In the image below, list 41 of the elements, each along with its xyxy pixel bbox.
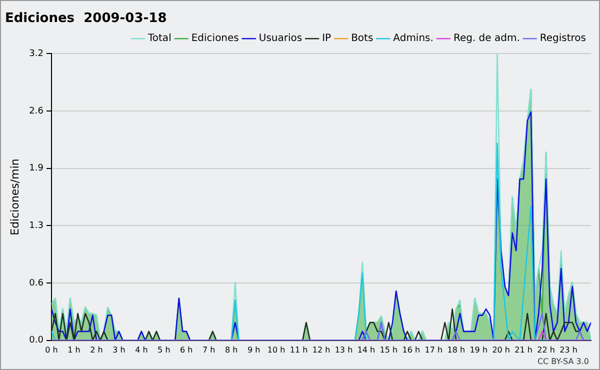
legend-label: Total (146, 33, 172, 44)
x-tick-label: 21 h (514, 345, 532, 354)
x-tick-label: 14 h (357, 345, 376, 354)
legend-label: Reg. de adm. (453, 33, 520, 44)
x-tick-label: 12 h (312, 345, 330, 354)
x-tick-label: 8 h (224, 345, 238, 354)
x-tick-label: 5 h (158, 345, 170, 354)
x-tick-label: 17 h (424, 345, 443, 354)
x-tick-label: 0 h (45, 345, 58, 354)
x-tick-label: 13 h (334, 345, 353, 354)
y-tick-label: 2.6 (29, 106, 44, 116)
y-tick-label: 1.9 (29, 164, 44, 174)
y-tick-label: 0.0 (29, 336, 44, 346)
x-tick-label: 10 h (267, 345, 286, 354)
x-tick-label: 20 h (492, 345, 510, 354)
y-tick-label: 0.6 (29, 278, 44, 288)
legend-label: Bots (351, 33, 374, 44)
y-axis-title: Ediciones/min (8, 158, 22, 236)
x-tick-label: 11 h (290, 345, 308, 354)
x-tick-label: 6 h (180, 345, 193, 354)
x-tick-label: 22 h (537, 345, 555, 354)
x-tick-label: 7 h (202, 345, 216, 354)
y-tick-label: 1.3 (29, 221, 44, 232)
legend-label: Ediciones (191, 33, 239, 44)
legend-label: Admins. (393, 33, 434, 44)
text: CC BY-SA 3.0 (537, 357, 589, 366)
x-tick-label: 16 h (402, 345, 420, 354)
y-tick-label: 3.2 (29, 48, 44, 59)
x-tick-label: 23 h (560, 345, 578, 354)
x-tick-label: 18 h (447, 345, 466, 354)
legend-label: Usuarios (258, 33, 302, 44)
x-tick-label: 15 h (380, 345, 398, 354)
legend-label: IP (322, 33, 332, 44)
x-tick-label: 2 h (90, 345, 103, 354)
x-tick-label: 1 h (68, 345, 80, 354)
x-tick-label: 4 h (135, 345, 148, 354)
x-tick-label: 3 h (112, 345, 126, 354)
x-tick-label: 19 h (470, 345, 488, 354)
x-tick-label: 9 h (247, 345, 260, 354)
legend-label: Registros (540, 33, 586, 44)
chart-title: Ediciones 2009-03-18 (5, 11, 167, 26)
